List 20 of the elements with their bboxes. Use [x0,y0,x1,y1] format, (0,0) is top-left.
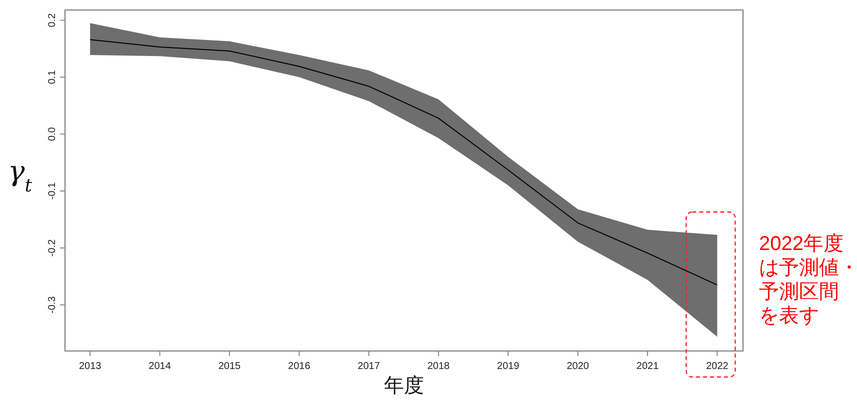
y-tick-label: -0.1 [47,182,58,200]
x-axis-title: 年度 [384,375,424,397]
x-tick-label: 2014 [148,361,172,372]
x-tick-label: 2017 [358,361,380,372]
y-tick-label: -0.2 [47,238,58,257]
y-tick-label: -0.3 [47,296,58,314]
y-tick-label: 0.1 [47,70,58,84]
x-tick-label: 2022 [706,361,729,372]
x-tick-label: 2013 [78,361,102,372]
x-tick-label: 2018 [427,361,450,372]
x-tick-label: 2020 [566,361,590,372]
line-series [90,39,718,286]
x-tick-label: 2015 [218,361,242,372]
y-tick-label: 0.0 [47,126,58,142]
annotation: 2022年度は予測値・予測区間を表す [759,233,857,327]
x-tick-label: 2016 [288,361,311,372]
x-tick-label: 2021 [636,361,660,372]
x-tick-label: 2019 [497,361,520,372]
y-axis-title: γ$_{t}$ [8,154,33,196]
y-tick-label: 0.2 [47,12,58,28]
